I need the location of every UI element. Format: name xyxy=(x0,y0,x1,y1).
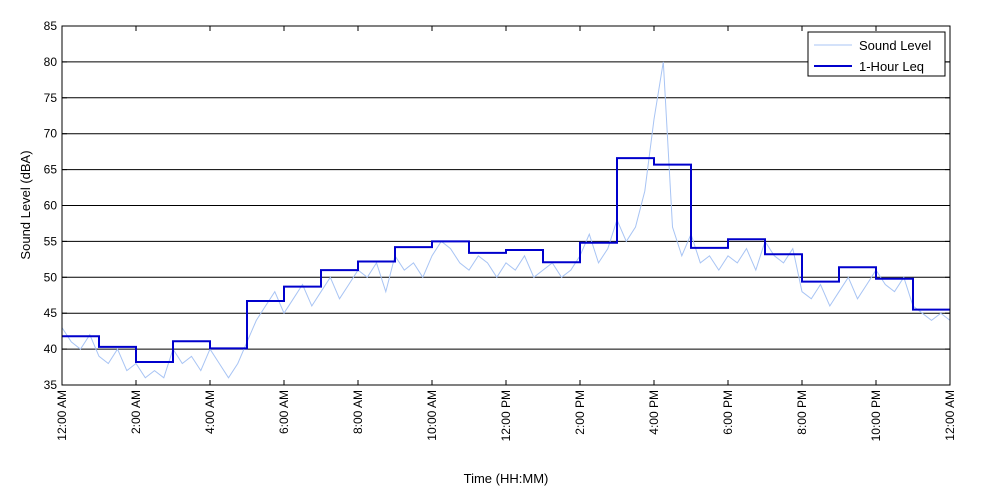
y-tick-label: 40 xyxy=(44,342,58,356)
grid-lines xyxy=(62,61,950,350)
x-tick-label: 2:00 PM xyxy=(573,390,587,435)
x-axis-label: Time (HH:MM) xyxy=(464,471,549,486)
x-tick-label: 8:00 PM xyxy=(795,390,809,435)
y-axis-label: Sound Level (dBA) xyxy=(18,150,33,259)
y-tick-label: 65 xyxy=(44,163,58,177)
y-tick-label: 85 xyxy=(44,19,58,33)
series-layer xyxy=(61,61,951,379)
x-tick-label: 10:00 AM xyxy=(425,390,439,441)
x-tick-label: 2:00 AM xyxy=(129,390,143,434)
x-axis: 12:00 AM 2:00 AM 4:00 AM 6:00 AM 8:00 AM 10:0… xyxy=(55,26,957,441)
y-tick-label: 35 xyxy=(44,378,58,392)
y-tick-label: 55 xyxy=(44,234,58,248)
x-tick-label: 6:00 AM xyxy=(277,390,291,434)
x-tick-label: 12:00 AM xyxy=(55,390,69,441)
x-tick-label: 6:00 PM xyxy=(721,390,735,435)
y-tick-label: 60 xyxy=(44,199,58,213)
series-1-hour-leq-step-line xyxy=(62,157,950,363)
x-tick-label: 8:00 AM xyxy=(351,390,365,434)
x-tick-label: 10:00 PM xyxy=(869,390,883,441)
y-tick-label: 45 xyxy=(44,306,58,320)
x-tick-label: 4:00 AM xyxy=(203,390,217,434)
x-tick-label: 4:00 PM xyxy=(647,390,661,435)
legend-label-1-hour-leq: 1-Hour Leq xyxy=(859,59,924,74)
y-axis: 35 40 45 50 55 60 65 70 75 80 85 xyxy=(44,19,950,392)
y-tick-label: 70 xyxy=(44,127,58,141)
y-tick-label: 80 xyxy=(44,55,58,69)
y-tick-label: 75 xyxy=(44,91,58,105)
plot-area xyxy=(61,25,951,386)
legend: Sound Level 1-Hour Leq xyxy=(807,31,946,77)
x-tick-label: 12:00 PM xyxy=(499,390,513,441)
x-tick-label: 12:00 AM xyxy=(943,390,957,441)
legend-box xyxy=(807,31,946,77)
y-tick-label: 50 xyxy=(44,270,58,284)
legend-label-sound-level: Sound Level xyxy=(859,38,931,53)
